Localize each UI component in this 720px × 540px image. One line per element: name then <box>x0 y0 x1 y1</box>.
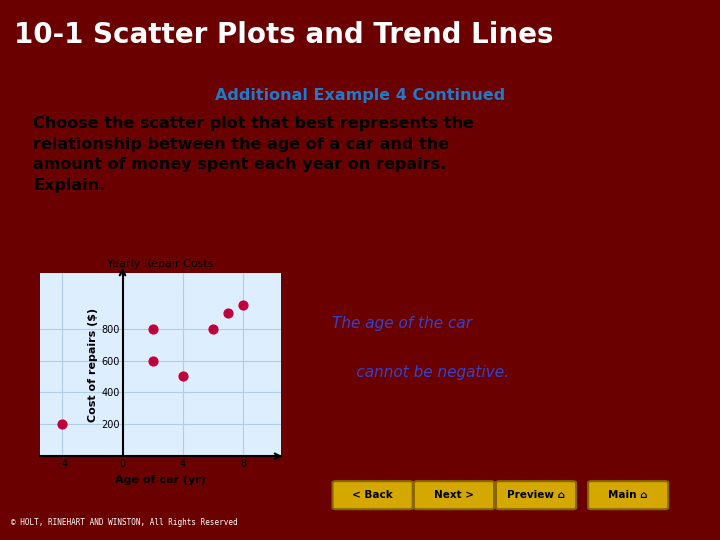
Point <box>147 356 158 365</box>
Text: The age of the car: The age of the car <box>333 316 472 332</box>
Text: Additional Example 4 Continued: Additional Example 4 Continued <box>215 88 505 103</box>
Text: Preview ⌂: Preview ⌂ <box>507 490 565 500</box>
Text: 10-1 Scatter Plots and Trend Lines: 10-1 Scatter Plots and Trend Lines <box>14 21 554 49</box>
Text: Graph A: Graph A <box>64 292 131 307</box>
FancyBboxPatch shape <box>588 481 668 509</box>
Text: © HOLT, RINEHART AND WINSTON, All Rights Reserved: © HOLT, RINEHART AND WINSTON, All Rights… <box>11 518 238 527</box>
Y-axis label: Cost of repairs ($): Cost of repairs ($) <box>89 307 99 422</box>
Text: < Back: < Back <box>352 490 393 500</box>
Title: Yearly Repair Costs: Yearly Repair Costs <box>107 259 213 269</box>
Point <box>177 372 189 381</box>
Point <box>56 420 68 429</box>
Point <box>147 324 158 333</box>
FancyBboxPatch shape <box>496 481 576 509</box>
Text: cannot be negative.: cannot be negative. <box>333 365 510 380</box>
Point <box>222 308 234 317</box>
FancyBboxPatch shape <box>414 481 494 509</box>
Text: Main ⌂: Main ⌂ <box>608 490 648 500</box>
Point <box>238 300 249 309</box>
Text: Next >: Next > <box>434 490 474 500</box>
Point <box>207 324 219 333</box>
Text: Choose the scatter plot that best represents the
relationship between the age of: Choose the scatter plot that best repres… <box>33 117 474 193</box>
X-axis label: Age of car (yr): Age of car (yr) <box>114 475 206 484</box>
FancyBboxPatch shape <box>333 481 413 509</box>
